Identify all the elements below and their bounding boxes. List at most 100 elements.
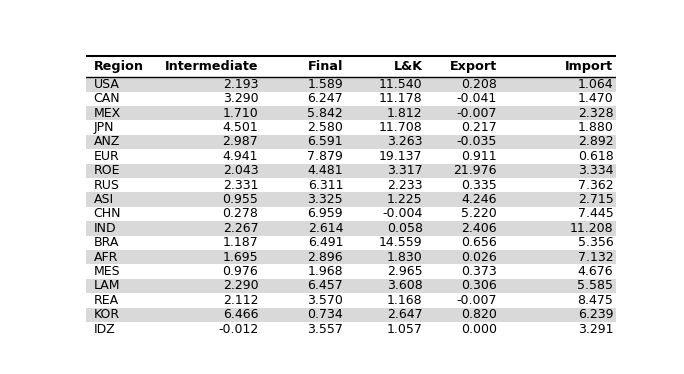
Text: ROE: ROE xyxy=(94,164,120,177)
Bar xyxy=(86,149,616,163)
Text: 1.695: 1.695 xyxy=(223,251,259,264)
Text: 5.842: 5.842 xyxy=(307,107,343,120)
Text: 2.896: 2.896 xyxy=(308,251,343,264)
Text: 11.178: 11.178 xyxy=(379,92,423,105)
Bar xyxy=(86,106,616,120)
Text: 2.328: 2.328 xyxy=(578,107,614,120)
Text: 1.812: 1.812 xyxy=(387,107,423,120)
Text: -0.007: -0.007 xyxy=(456,294,497,307)
Bar xyxy=(86,293,616,307)
Text: Region: Region xyxy=(94,60,144,73)
Text: 0.058: 0.058 xyxy=(386,222,423,235)
Text: 0.373: 0.373 xyxy=(461,265,497,278)
Text: 2.233: 2.233 xyxy=(387,179,423,191)
Bar xyxy=(86,56,616,77)
Text: 1.830: 1.830 xyxy=(387,251,423,264)
Text: 3.570: 3.570 xyxy=(307,294,343,307)
Text: -0.035: -0.035 xyxy=(456,135,497,148)
Text: 2.965: 2.965 xyxy=(387,265,423,278)
Bar xyxy=(86,322,616,336)
Text: REA: REA xyxy=(94,294,118,307)
Text: -0.041: -0.041 xyxy=(457,92,497,105)
Text: 1.168: 1.168 xyxy=(387,294,423,307)
Text: MES: MES xyxy=(94,265,120,278)
Text: 14.559: 14.559 xyxy=(379,236,423,249)
Bar xyxy=(86,307,616,322)
Text: 5.220: 5.220 xyxy=(461,208,497,220)
Text: 6.239: 6.239 xyxy=(578,308,614,321)
Bar xyxy=(86,120,616,135)
Text: MEX: MEX xyxy=(94,107,120,120)
Text: LAM: LAM xyxy=(94,279,120,292)
Text: 0.306: 0.306 xyxy=(461,279,497,292)
Text: 2.406: 2.406 xyxy=(461,222,497,235)
Text: ANZ: ANZ xyxy=(94,135,120,148)
Text: 2.892: 2.892 xyxy=(578,135,614,148)
Text: 11.540: 11.540 xyxy=(379,78,423,91)
Text: CHN: CHN xyxy=(94,208,121,220)
Text: BRA: BRA xyxy=(94,236,119,249)
Bar xyxy=(86,163,616,178)
Text: 0.278: 0.278 xyxy=(222,208,259,220)
Text: 8.475: 8.475 xyxy=(577,294,614,307)
Text: 4.501: 4.501 xyxy=(222,121,259,134)
Text: 0.335: 0.335 xyxy=(461,179,497,191)
Text: 3.317: 3.317 xyxy=(387,164,423,177)
Text: 3.557: 3.557 xyxy=(307,323,343,335)
Text: JPN: JPN xyxy=(94,121,114,134)
Text: 0.955: 0.955 xyxy=(222,193,259,206)
Text: 0.820: 0.820 xyxy=(461,308,497,321)
Bar xyxy=(86,135,616,149)
Bar xyxy=(86,207,616,221)
Text: RUS: RUS xyxy=(94,179,119,191)
Text: AFR: AFR xyxy=(94,251,118,264)
Text: 2.987: 2.987 xyxy=(222,135,259,148)
Bar xyxy=(86,236,616,250)
Text: L&K: L&K xyxy=(394,60,423,73)
Bar xyxy=(86,192,616,207)
Text: 1.880: 1.880 xyxy=(577,121,614,134)
Text: 21.976: 21.976 xyxy=(453,164,497,177)
Text: 5.356: 5.356 xyxy=(578,236,614,249)
Text: -0.007: -0.007 xyxy=(456,107,497,120)
Text: 2.580: 2.580 xyxy=(307,121,343,134)
Text: 6.247: 6.247 xyxy=(308,92,343,105)
Text: IDZ: IDZ xyxy=(94,323,115,335)
Text: 7.132: 7.132 xyxy=(578,251,614,264)
Text: 3.263: 3.263 xyxy=(387,135,423,148)
Text: Intermediate: Intermediate xyxy=(165,60,259,73)
Text: 3.325: 3.325 xyxy=(308,193,343,206)
Text: 0.911: 0.911 xyxy=(461,150,497,163)
Bar xyxy=(86,221,616,236)
Text: 1.968: 1.968 xyxy=(308,265,343,278)
Text: 6.491: 6.491 xyxy=(308,236,343,249)
Text: 4.246: 4.246 xyxy=(461,193,497,206)
Bar xyxy=(86,279,616,293)
Text: 1.064: 1.064 xyxy=(578,78,614,91)
Text: Import: Import xyxy=(566,60,614,73)
Bar xyxy=(86,77,616,92)
Text: ASI: ASI xyxy=(94,193,114,206)
Bar xyxy=(86,178,616,192)
Text: 2.267: 2.267 xyxy=(223,222,259,235)
Text: 19.137: 19.137 xyxy=(379,150,423,163)
Text: 6.457: 6.457 xyxy=(307,279,343,292)
Text: 7.879: 7.879 xyxy=(307,150,343,163)
Text: 1.589: 1.589 xyxy=(307,78,343,91)
Text: 2.331: 2.331 xyxy=(223,179,259,191)
Text: 1.710: 1.710 xyxy=(222,107,259,120)
Text: USA: USA xyxy=(94,78,119,91)
Text: 11.208: 11.208 xyxy=(570,222,614,235)
Text: 4.676: 4.676 xyxy=(578,265,614,278)
Text: CAN: CAN xyxy=(94,92,120,105)
Text: -0.004: -0.004 xyxy=(382,208,423,220)
Text: 2.043: 2.043 xyxy=(223,164,259,177)
Text: 0.208: 0.208 xyxy=(461,78,497,91)
Text: Export: Export xyxy=(449,60,497,73)
Text: 2.112: 2.112 xyxy=(223,294,259,307)
Text: -0.012: -0.012 xyxy=(218,323,259,335)
Text: 6.591: 6.591 xyxy=(308,135,343,148)
Text: 6.466: 6.466 xyxy=(223,308,259,321)
Text: 7.445: 7.445 xyxy=(578,208,614,220)
Text: 0.976: 0.976 xyxy=(222,265,259,278)
